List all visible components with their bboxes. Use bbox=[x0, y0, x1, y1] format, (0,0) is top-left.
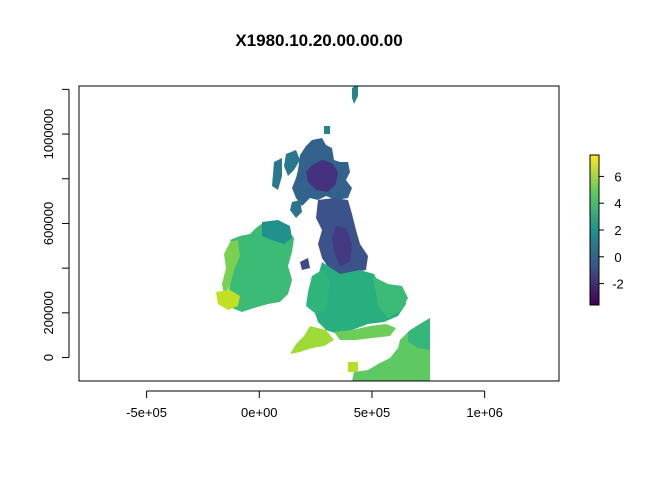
plot-frame bbox=[78, 85, 560, 382]
region-northern-ireland bbox=[262, 220, 292, 244]
x-tick-label: -5e+05 bbox=[126, 405, 167, 420]
colorbar bbox=[589, 154, 600, 306]
y-tick-label: 0 bbox=[41, 354, 56, 361]
y-tick-label: 200000 bbox=[41, 291, 56, 334]
region-midlands bbox=[312, 262, 406, 334]
y-tick-label: 1000000 bbox=[41, 109, 56, 160]
legend-tick-label: 0 bbox=[614, 250, 621, 265]
region-northern-isles bbox=[352, 86, 358, 104]
region-wales bbox=[306, 270, 330, 314]
region-continent-north bbox=[408, 318, 430, 350]
region-islands-sw-scotland bbox=[290, 200, 302, 218]
x-tick-label: 1e+06 bbox=[466, 405, 503, 420]
y-axis: 0 200000 600000 1000000 bbox=[41, 88, 70, 361]
y-tick-label: 600000 bbox=[41, 202, 56, 245]
colorbar-legend: -2 0 2 4 6 bbox=[589, 154, 624, 306]
region-highlands-core bbox=[306, 160, 338, 192]
region-southwest-england bbox=[290, 326, 334, 354]
region-pennines bbox=[332, 226, 352, 266]
x-tick-label: 0e+00 bbox=[241, 405, 278, 420]
legend-tick-label: 6 bbox=[614, 169, 621, 184]
x-tick-label: 5e+05 bbox=[354, 405, 391, 420]
region-orkney bbox=[324, 126, 330, 134]
x-axis: -5e+05 0e+00 5e+05 1e+06 bbox=[126, 390, 503, 420]
region-channel-islands bbox=[348, 362, 358, 372]
region-scotland-coast bbox=[284, 150, 300, 176]
region-hebrides bbox=[272, 158, 282, 190]
legend-tick-label: 2 bbox=[614, 223, 621, 238]
legend-tick-label: 4 bbox=[614, 196, 621, 211]
region-ireland-west-coast bbox=[222, 240, 240, 296]
region-south-coast bbox=[334, 324, 396, 340]
region-ireland bbox=[226, 222, 294, 312]
raster-map bbox=[216, 86, 430, 381]
plot-title: X1980.10.20.00.00.00 bbox=[235, 31, 402, 50]
legend-tick-label: -2 bbox=[612, 277, 624, 292]
region-east-england bbox=[372, 276, 408, 318]
region-ireland-southwest bbox=[216, 290, 240, 310]
region-isle-of-man bbox=[300, 258, 310, 270]
